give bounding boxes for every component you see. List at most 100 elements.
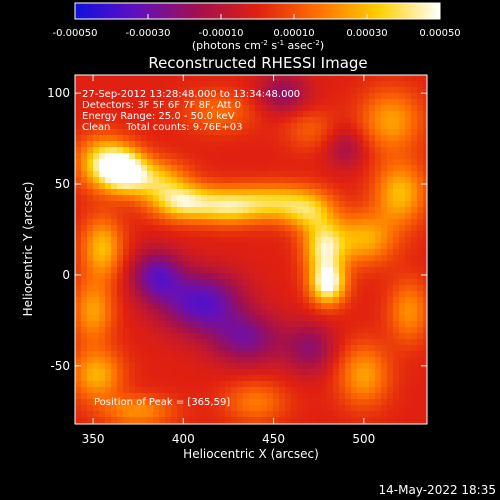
heatmap-cell <box>219 279 226 286</box>
heatmap-cell <box>111 141 118 148</box>
heatmap-cell <box>129 279 136 286</box>
heatmap-cell <box>171 111 178 118</box>
heatmap-cell <box>387 267 394 274</box>
heatmap-cell <box>231 207 238 214</box>
heatmap-cell <box>279 141 286 148</box>
heatmap-cell <box>411 393 418 400</box>
heatmap-cell <box>171 375 178 382</box>
heatmap-cell <box>303 279 310 286</box>
heatmap-cell <box>177 237 184 244</box>
heatmap-cell <box>111 273 118 280</box>
heatmap-cell <box>195 105 202 112</box>
heatmap-cell <box>231 285 238 292</box>
heatmap-cell <box>387 135 394 142</box>
heatmap-cell <box>363 147 370 154</box>
heatmap-cell <box>243 381 250 388</box>
heatmap-cell <box>393 225 400 232</box>
heatmap-cell <box>147 303 154 310</box>
colorbar-tick-label: 0.00030 <box>346 28 387 39</box>
heatmap-cell <box>387 159 394 166</box>
heatmap-cell <box>165 75 172 82</box>
heatmap-cell <box>81 339 88 346</box>
heatmap-cell <box>165 135 172 142</box>
heatmap-cell <box>399 369 406 376</box>
heatmap-cell <box>111 195 118 202</box>
heatmap-cell <box>93 261 100 268</box>
heatmap-cell <box>111 285 118 292</box>
heatmap-cell <box>231 249 238 256</box>
heatmap-cell <box>357 345 364 352</box>
heatmap-cell <box>87 405 94 412</box>
heatmap-cell <box>393 285 400 292</box>
heatmap-cell <box>171 291 178 298</box>
heatmap-cell <box>369 93 376 100</box>
heatmap-cell <box>123 411 130 418</box>
heatmap-cell <box>87 357 94 364</box>
heatmap-cell <box>357 285 364 292</box>
heatmap-cell <box>249 93 256 100</box>
heatmap-cell <box>417 111 424 118</box>
heatmap-cell <box>177 81 184 88</box>
unit-sup3: -2 <box>313 39 320 47</box>
heatmap-cell <box>261 105 268 112</box>
heatmap-cell <box>177 243 184 250</box>
heatmap-cell <box>351 363 358 370</box>
heatmap-cell <box>405 303 412 310</box>
heatmap-cell <box>357 117 364 124</box>
heatmap-cell <box>309 99 316 106</box>
heatmap-cell <box>219 201 226 208</box>
heatmap-cell <box>339 147 346 154</box>
heatmap-cell <box>303 225 310 232</box>
heatmap-cell <box>183 297 190 304</box>
heatmap-cell <box>213 255 220 262</box>
heatmap-cell <box>165 171 172 178</box>
heatmap-cell <box>219 321 226 328</box>
heatmap-cell <box>159 351 166 358</box>
heatmap-cell <box>177 249 184 256</box>
heatmap-cell <box>291 219 298 226</box>
heatmap-cell <box>249 351 256 358</box>
heatmap-cell <box>135 309 142 316</box>
heatmap-cell <box>153 261 160 268</box>
heatmap-cell <box>195 111 202 118</box>
heatmap-cell <box>261 93 268 100</box>
heatmap-cell <box>357 357 364 364</box>
heatmap-cell <box>309 267 316 274</box>
heatmap-cell <box>75 135 82 142</box>
heatmap-cell <box>279 117 286 124</box>
heatmap-cell <box>237 93 244 100</box>
heatmap-cell <box>219 213 226 220</box>
heatmap-cell <box>321 87 328 94</box>
heatmap-cell <box>351 345 358 352</box>
heatmap-cell <box>243 81 250 88</box>
heatmap-cell <box>375 105 382 112</box>
heatmap-cell <box>165 195 172 202</box>
heatmap-cell <box>345 363 352 370</box>
heatmap-cell <box>117 207 124 214</box>
heatmap-cell <box>423 303 427 310</box>
heatmap-cell <box>225 351 232 358</box>
heatmap-cell <box>147 327 154 334</box>
heatmap-cell <box>363 231 370 238</box>
heatmap-cell <box>117 201 124 208</box>
heatmap-cell <box>99 417 106 424</box>
heatmap-cell <box>123 165 130 172</box>
heatmap-cell <box>381 81 388 88</box>
heatmap-cell <box>321 81 328 88</box>
heatmap-cell <box>357 213 364 220</box>
heatmap-cell <box>393 231 400 238</box>
heatmap-cell <box>177 135 184 142</box>
heatmap-cell <box>135 243 142 250</box>
heatmap-cell <box>351 297 358 304</box>
heatmap-cell <box>369 165 376 172</box>
heatmap-cell <box>171 135 178 142</box>
heatmap-cell <box>141 93 148 100</box>
heatmap-cell <box>297 357 304 364</box>
heatmap-cell <box>321 105 328 112</box>
heatmap-cell <box>123 225 130 232</box>
heatmap-cell <box>399 147 406 154</box>
heatmap-cell <box>411 87 418 94</box>
heatmap-cell <box>141 129 148 136</box>
heatmap-cell <box>333 303 340 310</box>
heatmap-cell <box>243 105 250 112</box>
